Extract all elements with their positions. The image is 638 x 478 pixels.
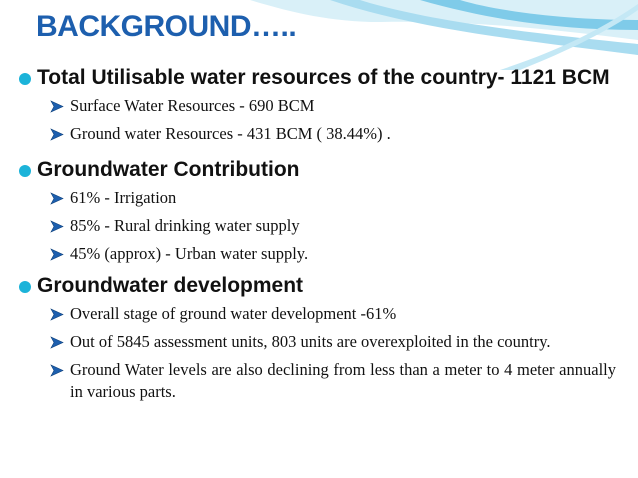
arrow-shape (50, 308, 64, 321)
section: Groundwater development Overall stage of … (18, 271, 616, 403)
item-text: Ground water Resources - 431 BCM ( 38.44… (70, 124, 391, 143)
item-text: Ground Water levels are also declining f… (70, 360, 616, 401)
heading-text: Groundwater development (37, 274, 304, 297)
arrow-bullet (50, 364, 64, 377)
item-text: Out of 5845 assessment units, 803 units … (70, 332, 551, 351)
arrow-shape (50, 128, 64, 141)
section: Total Utilisable water resources of the … (18, 63, 616, 145)
bullet-dot (19, 165, 31, 177)
bullet-item: Ground water Resources - 431 BCM ( 38.44… (18, 123, 616, 145)
arrow-bullet (50, 220, 64, 233)
content: Total Utilisable water resources of the … (18, 63, 616, 409)
slide-title: BACKGROUND….. (36, 10, 297, 43)
bullet-item: 61% - Irrigation (18, 187, 616, 209)
arrow-bullet (50, 128, 64, 141)
bullet-item: 45% (approx) - Urban water supply. (18, 243, 616, 265)
section: Groundwater Contribution 61% - Irrigation… (18, 155, 616, 265)
bullet-item: Overall stage of ground water developmen… (18, 303, 616, 325)
arrow-shape (50, 364, 64, 377)
wave (420, 0, 638, 30)
arrow-bullet (50, 100, 64, 113)
bullet-dot (19, 73, 31, 85)
item-text: 85% - Rural drinking water supply (70, 216, 300, 235)
item-text: Overall stage of ground water developmen… (70, 304, 397, 323)
heading-text: Groundwater Contribution (37, 158, 300, 181)
bullet-item: Out of 5845 assessment units, 803 units … (18, 331, 616, 353)
arrow-shape (50, 336, 64, 349)
section-heading: Groundwater development (18, 271, 616, 301)
section-heading: Groundwater Contribution (18, 155, 616, 185)
bullet-dot (19, 281, 31, 293)
wave (330, 0, 638, 55)
item-text: 45% (approx) - Urban water supply. (70, 244, 309, 263)
arrow-shape (50, 192, 64, 205)
bullet-item: 85% - Rural drinking water supply (18, 215, 616, 237)
header-decoration (250, 0, 638, 70)
section-heading: Total Utilisable water resources of the … (18, 63, 616, 93)
arrow-shape (50, 248, 64, 261)
arrow-shape (50, 220, 64, 233)
item-text: Surface Water Resources - 690 BCM (70, 96, 315, 115)
heading-text: Total Utilisable water resources of the … (37, 66, 610, 89)
arrow-bullet (50, 192, 64, 205)
bullet-item: Ground Water levels are also declining f… (18, 359, 616, 403)
arrow-bullet (50, 248, 64, 261)
arrow-bullet (50, 308, 64, 321)
bullet-item: Surface Water Resources - 690 BCM (18, 95, 616, 117)
item-text: 61% - Irrigation (70, 188, 177, 207)
arrow-shape (50, 100, 64, 113)
arrow-bullet (50, 336, 64, 349)
